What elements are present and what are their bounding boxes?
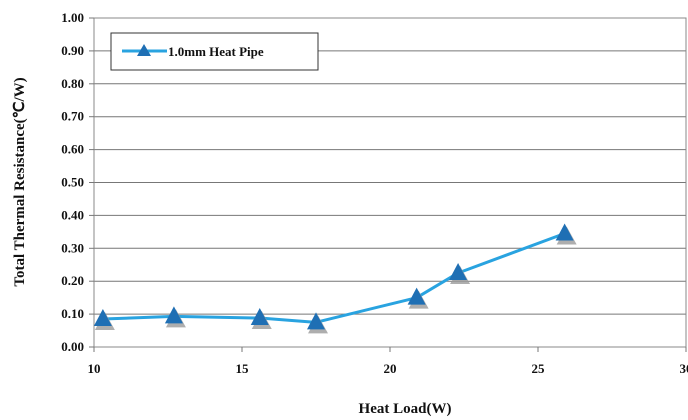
x-tick-label: 25 — [532, 361, 546, 376]
data-point-marker — [407, 287, 426, 305]
data-point-marker — [93, 309, 112, 327]
x-tick-label: 10 — [88, 361, 101, 376]
x-axis-label: Heat Load(W) — [359, 401, 452, 417]
y-tick-label: 0.70 — [61, 109, 84, 124]
y-tick-label: 0.40 — [61, 207, 84, 222]
x-tick-label: 15 — [236, 361, 250, 376]
y-tick-label: 0.90 — [61, 43, 84, 58]
data-point-marker — [164, 306, 183, 324]
legend-marker-triangle — [137, 44, 151, 56]
legend: 1.0mm Heat Pipe — [110, 32, 319, 71]
y-tick-label: 0.80 — [61, 76, 84, 91]
legend-label: 1.0mm Heat Pipe — [168, 44, 264, 59]
y-tick-label: 0.10 — [61, 306, 84, 321]
y-tick-label: 0.30 — [61, 240, 84, 255]
y-tick-label: 0.20 — [61, 273, 84, 288]
data-point-marker — [555, 223, 574, 241]
y-tick-label: 1.00 — [61, 10, 84, 25]
y-axis-ticks: 0.00 0.10 0.20 0.30 0.40 0.50 0.60 0.70 0.80 0.90… — [61, 10, 94, 354]
y-axis-label: Total Thermal Resistance(℃/W) — [12, 77, 28, 286]
x-tick-label: 20 — [384, 361, 397, 376]
y-tick-label: 0.60 — [61, 142, 84, 157]
x-tick-label: 30 — [680, 361, 688, 376]
series-layer — [93, 223, 577, 334]
y-tick-label: 0.50 — [61, 175, 84, 190]
x-axis-ticks: 10 15 20 25 30 — [88, 347, 688, 376]
y-tick-label: 0.00 — [61, 339, 84, 354]
series-line — [102, 232, 566, 324]
data-point-marker — [449, 262, 468, 280]
data-point-marker — [307, 312, 325, 330]
data-point-marker — [250, 308, 269, 326]
